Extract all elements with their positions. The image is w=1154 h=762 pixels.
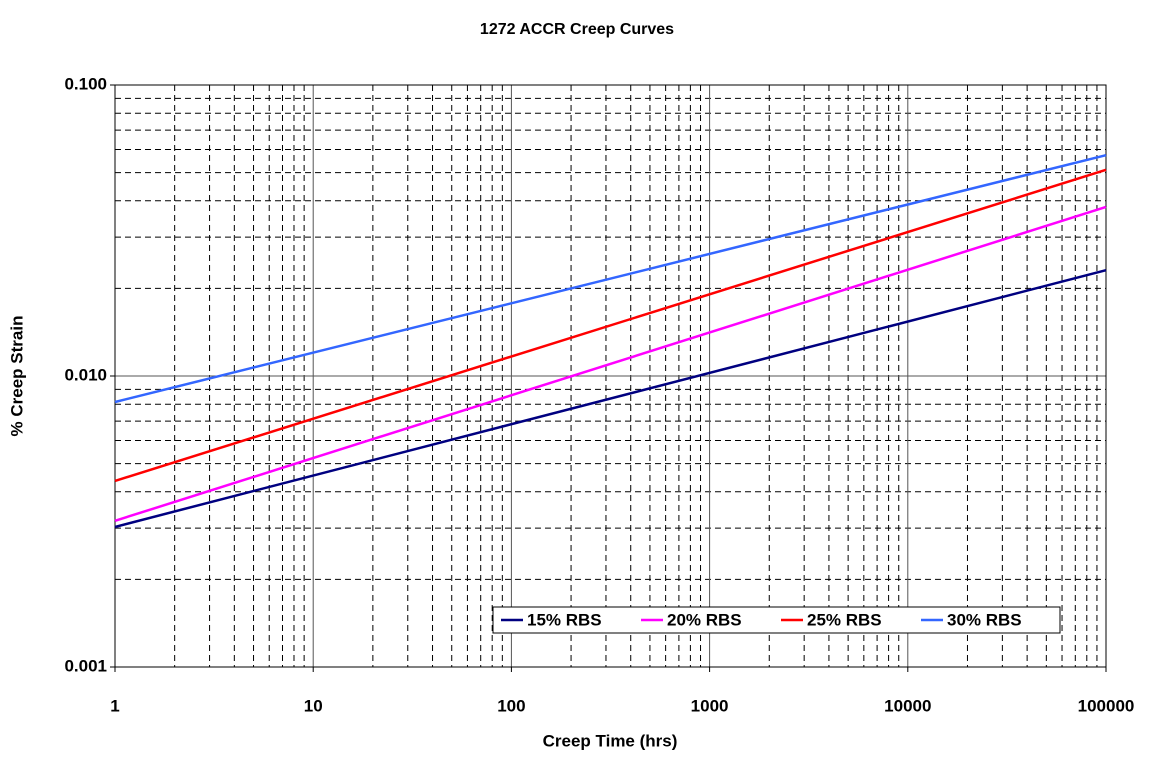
y-tick-label: 0.100 <box>64 74 107 93</box>
series-line <box>114 168 1107 483</box>
x-tick-label: 1 <box>110 696 119 715</box>
x-tick-label: 1000 <box>691 696 729 715</box>
legend-label: 20% RBS <box>667 610 742 629</box>
x-axis-label: Creep Time (hrs) <box>543 731 678 750</box>
legend-box <box>492 606 1061 634</box>
x-tick-label: 100000 <box>1078 696 1135 715</box>
y-tick-label: 0.001 <box>64 656 107 675</box>
x-tick-label: 10000 <box>884 696 931 715</box>
x-tick-label: 10 <box>304 696 323 715</box>
legend-label: 25% RBS <box>807 610 882 629</box>
y-tick-label: 0.010 <box>64 365 107 384</box>
x-tick-label: 100 <box>497 696 525 715</box>
plot-frame <box>114 84 1107 668</box>
legend-label: 15% RBS <box>527 610 602 629</box>
series-line <box>114 205 1107 522</box>
legend-label: 30% RBS <box>947 610 1022 629</box>
series-line <box>114 153 1107 404</box>
y-axis-label: % Creep Strain <box>7 316 26 437</box>
series-line <box>114 268 1107 529</box>
legend: 15% RBS 20% RBS 25% RBS 30% RBS <box>492 606 1061 634</box>
chart-title: 1272 ACCR Creep Curves <box>480 21 674 38</box>
